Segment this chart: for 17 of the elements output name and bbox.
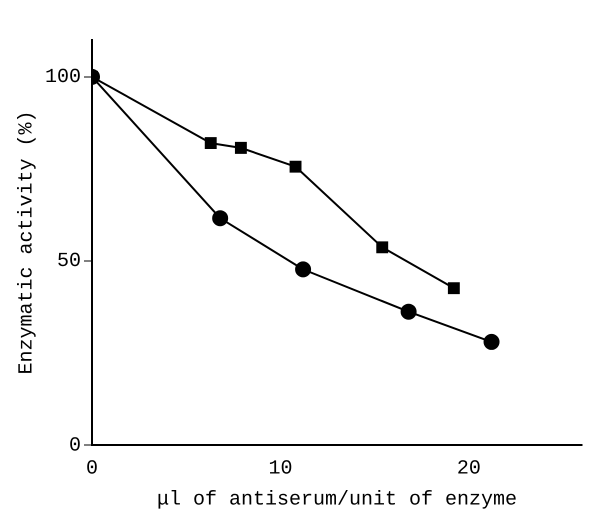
point [212, 210, 228, 226]
y-tick-label: 0 [68, 434, 82, 458]
point [290, 160, 302, 173]
x-tick-label: 20 [456, 457, 481, 480]
point [400, 304, 417, 320]
y-tick-label: 100 [44, 66, 82, 90]
point [448, 282, 460, 294]
y-axis-title: Enzymatic activity (%) [15, 110, 38, 375]
x-tick-label: 0 [86, 457, 98, 480]
x-tick-label: 10 [268, 457, 292, 480]
point [234, 142, 247, 154]
point [376, 241, 388, 254]
point [204, 137, 217, 150]
point [484, 334, 500, 350]
point [295, 261, 312, 278]
x-axis-title: μl of antiserum/unit of enzyme [156, 488, 518, 512]
y-tick-label: 50 [56, 250, 82, 274]
